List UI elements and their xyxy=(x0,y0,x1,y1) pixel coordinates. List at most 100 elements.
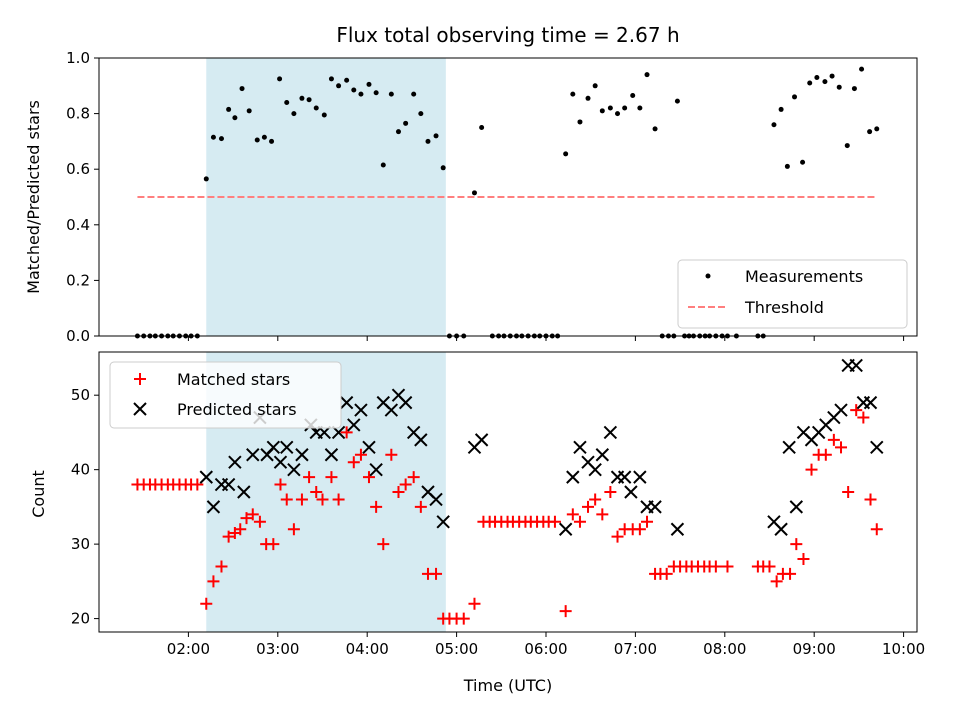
chart-title: Flux total observing time = 2.67 h xyxy=(336,23,679,47)
bottom-legend: Matched stars Predicted stars xyxy=(109,361,342,429)
top-series0-point xyxy=(599,108,605,114)
bottom-series1-point xyxy=(429,492,443,507)
bottom-ytick-label: 30 xyxy=(71,535,90,553)
top-ytick-label: 1.0 xyxy=(66,49,90,67)
bottom-series0-point xyxy=(770,575,783,588)
bottom-series0-point xyxy=(370,500,383,513)
bottom-series1-point xyxy=(436,515,450,529)
bottom-series0-point xyxy=(559,605,572,618)
bottom-series1-point xyxy=(369,462,383,477)
bottom-series0-point xyxy=(842,486,855,498)
top-series0-point xyxy=(615,111,621,117)
top-series0-point xyxy=(822,79,828,85)
bottom-series0-point xyxy=(596,508,609,521)
bottom-series1-point xyxy=(273,455,288,469)
top-series0-point xyxy=(210,134,216,140)
top-series0-point xyxy=(306,97,312,103)
top-series0-point xyxy=(321,112,327,118)
bottom-series1-point xyxy=(339,395,354,410)
top-series0-point xyxy=(440,165,446,171)
bottom-ytick-label: 40 xyxy=(71,461,90,479)
bottom-series0-point xyxy=(234,523,247,536)
top-series0-point xyxy=(239,86,245,92)
bottom-series1-point xyxy=(633,470,647,484)
bottom-series0-point xyxy=(548,515,561,528)
bottom-series0-point xyxy=(332,493,345,506)
bottom-series0-point xyxy=(316,493,329,506)
top-highlight-span xyxy=(206,58,446,336)
legend-predicted-marker xyxy=(133,402,147,416)
top-series0-point xyxy=(232,115,238,121)
bottom-series0-point xyxy=(377,538,390,551)
top-series0-point xyxy=(814,74,820,80)
top-series0-point xyxy=(203,176,209,182)
bottom-series1-point xyxy=(280,440,294,455)
top-ytick-label: 0.2 xyxy=(66,271,90,289)
bottom-xtick-label: 06:00 xyxy=(524,640,567,658)
bottom-series0-point xyxy=(280,493,293,506)
bottom-series0-point xyxy=(709,560,722,573)
bottom-series1-point xyxy=(573,440,587,455)
bottom-series1-point xyxy=(354,403,368,417)
bottom-xlabel: Time (UTC) xyxy=(463,676,552,695)
top-series0-point xyxy=(418,111,424,117)
top-legend-box xyxy=(677,259,908,329)
top-series0-point xyxy=(411,91,417,97)
bottom-series0-point xyxy=(407,471,420,484)
legend-matched-label: Matched stars xyxy=(177,370,290,389)
top-frame xyxy=(98,57,918,337)
top-series0-point xyxy=(344,77,350,83)
top-series0-point xyxy=(254,137,260,143)
bottom-series0-point xyxy=(392,486,405,498)
bottom-series1-point xyxy=(324,448,339,462)
bottom-series1-point xyxy=(347,418,361,432)
bottom-series1-point xyxy=(221,477,236,492)
top-series0-point xyxy=(563,151,569,157)
bottom-series1-point xyxy=(617,470,632,484)
bottom-series1-point xyxy=(863,395,878,410)
top-series0-point xyxy=(366,81,372,87)
bottom-series0-point xyxy=(414,500,427,513)
top-ytick-label: 0.8 xyxy=(66,105,90,123)
bottom-series1-point xyxy=(558,522,573,536)
bottom-series1-point xyxy=(648,500,662,514)
top-series0-point xyxy=(851,86,857,92)
bottom-xtick-label: 07:00 xyxy=(614,640,657,658)
bottom-series0-point xyxy=(784,567,797,580)
top-series0-point xyxy=(246,108,252,114)
bottom-series0-point xyxy=(604,486,617,498)
bottom-series0-point xyxy=(468,597,481,610)
top-ylabel: Matched/Predicted stars xyxy=(24,100,43,294)
top-series0-point xyxy=(277,76,283,82)
top-series0-point xyxy=(351,87,357,93)
legend-measurements-marker xyxy=(705,273,711,279)
bottom-series0-point xyxy=(207,575,220,588)
top-series0-point xyxy=(328,76,334,82)
bottom-xtick-label: 05:00 xyxy=(435,640,478,658)
top-series0-point xyxy=(570,91,576,97)
bottom-series0-point xyxy=(287,523,300,536)
bottom-series0-point xyxy=(633,523,646,536)
top-series0-point xyxy=(226,106,232,112)
bottom-series1-point xyxy=(670,522,685,536)
top-series0-point xyxy=(577,119,583,125)
bottom-series0-point xyxy=(660,567,673,580)
top-legend: Measurements Threshold xyxy=(677,259,908,329)
bottom-series0-point xyxy=(805,463,818,476)
top-series0-point xyxy=(771,122,777,128)
legend-threshold-label: Threshold xyxy=(744,298,824,317)
top-series0-point xyxy=(373,90,379,96)
bottom-series1-point xyxy=(624,485,638,499)
top-series0-point xyxy=(630,93,636,99)
bottom-series0-point xyxy=(200,597,213,610)
bottom-series0-point xyxy=(797,553,810,566)
bottom-series0-point xyxy=(430,567,443,580)
top-series0-point xyxy=(313,105,319,111)
bottom-series0-point xyxy=(857,411,870,424)
top-series0-point xyxy=(218,136,224,142)
top-ytick-label: 0.0 xyxy=(66,327,90,345)
bottom-series0-point xyxy=(573,515,586,528)
bottom-series1-point xyxy=(474,433,489,447)
top-ytick-label: 0.4 xyxy=(66,216,90,234)
bottom-series1-point xyxy=(398,395,413,410)
